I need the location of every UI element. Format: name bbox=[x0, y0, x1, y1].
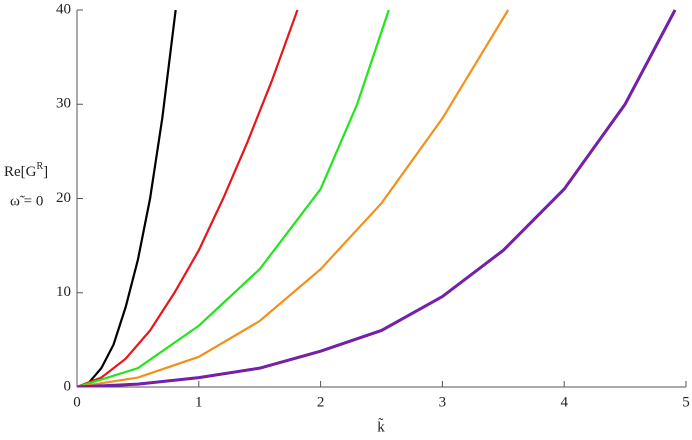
series-line bbox=[77, 9, 390, 387]
y-label-close: ] bbox=[43, 164, 48, 180]
x-axis-label: k̃ bbox=[377, 418, 385, 436]
x-tick-label: 4 bbox=[560, 394, 568, 410]
x-tick-label: 5 bbox=[682, 394, 690, 410]
y-tick-label: 0 bbox=[64, 378, 72, 394]
series-line bbox=[77, 9, 299, 387]
y-tick-label: 20 bbox=[56, 190, 71, 206]
annotation: ω̃ = 0 bbox=[10, 193, 43, 209]
y-axis-label: Re[GR] bbox=[4, 161, 48, 180]
y-label-base: Re[G bbox=[4, 164, 37, 180]
x-tick-label: 2 bbox=[317, 394, 325, 410]
y-tick-label: 30 bbox=[56, 96, 71, 112]
y-label-sup: R bbox=[37, 161, 44, 172]
series-line bbox=[77, 9, 677, 387]
y-tick-label: 10 bbox=[56, 284, 71, 300]
series-line bbox=[77, 9, 177, 387]
y-tick-label: 40 bbox=[56, 1, 71, 17]
x-tick-label: 1 bbox=[195, 394, 203, 410]
series-line bbox=[77, 9, 510, 387]
x-tick-label: 3 bbox=[439, 394, 447, 410]
x-tick-label: 0 bbox=[73, 394, 81, 410]
series-line bbox=[77, 9, 677, 387]
